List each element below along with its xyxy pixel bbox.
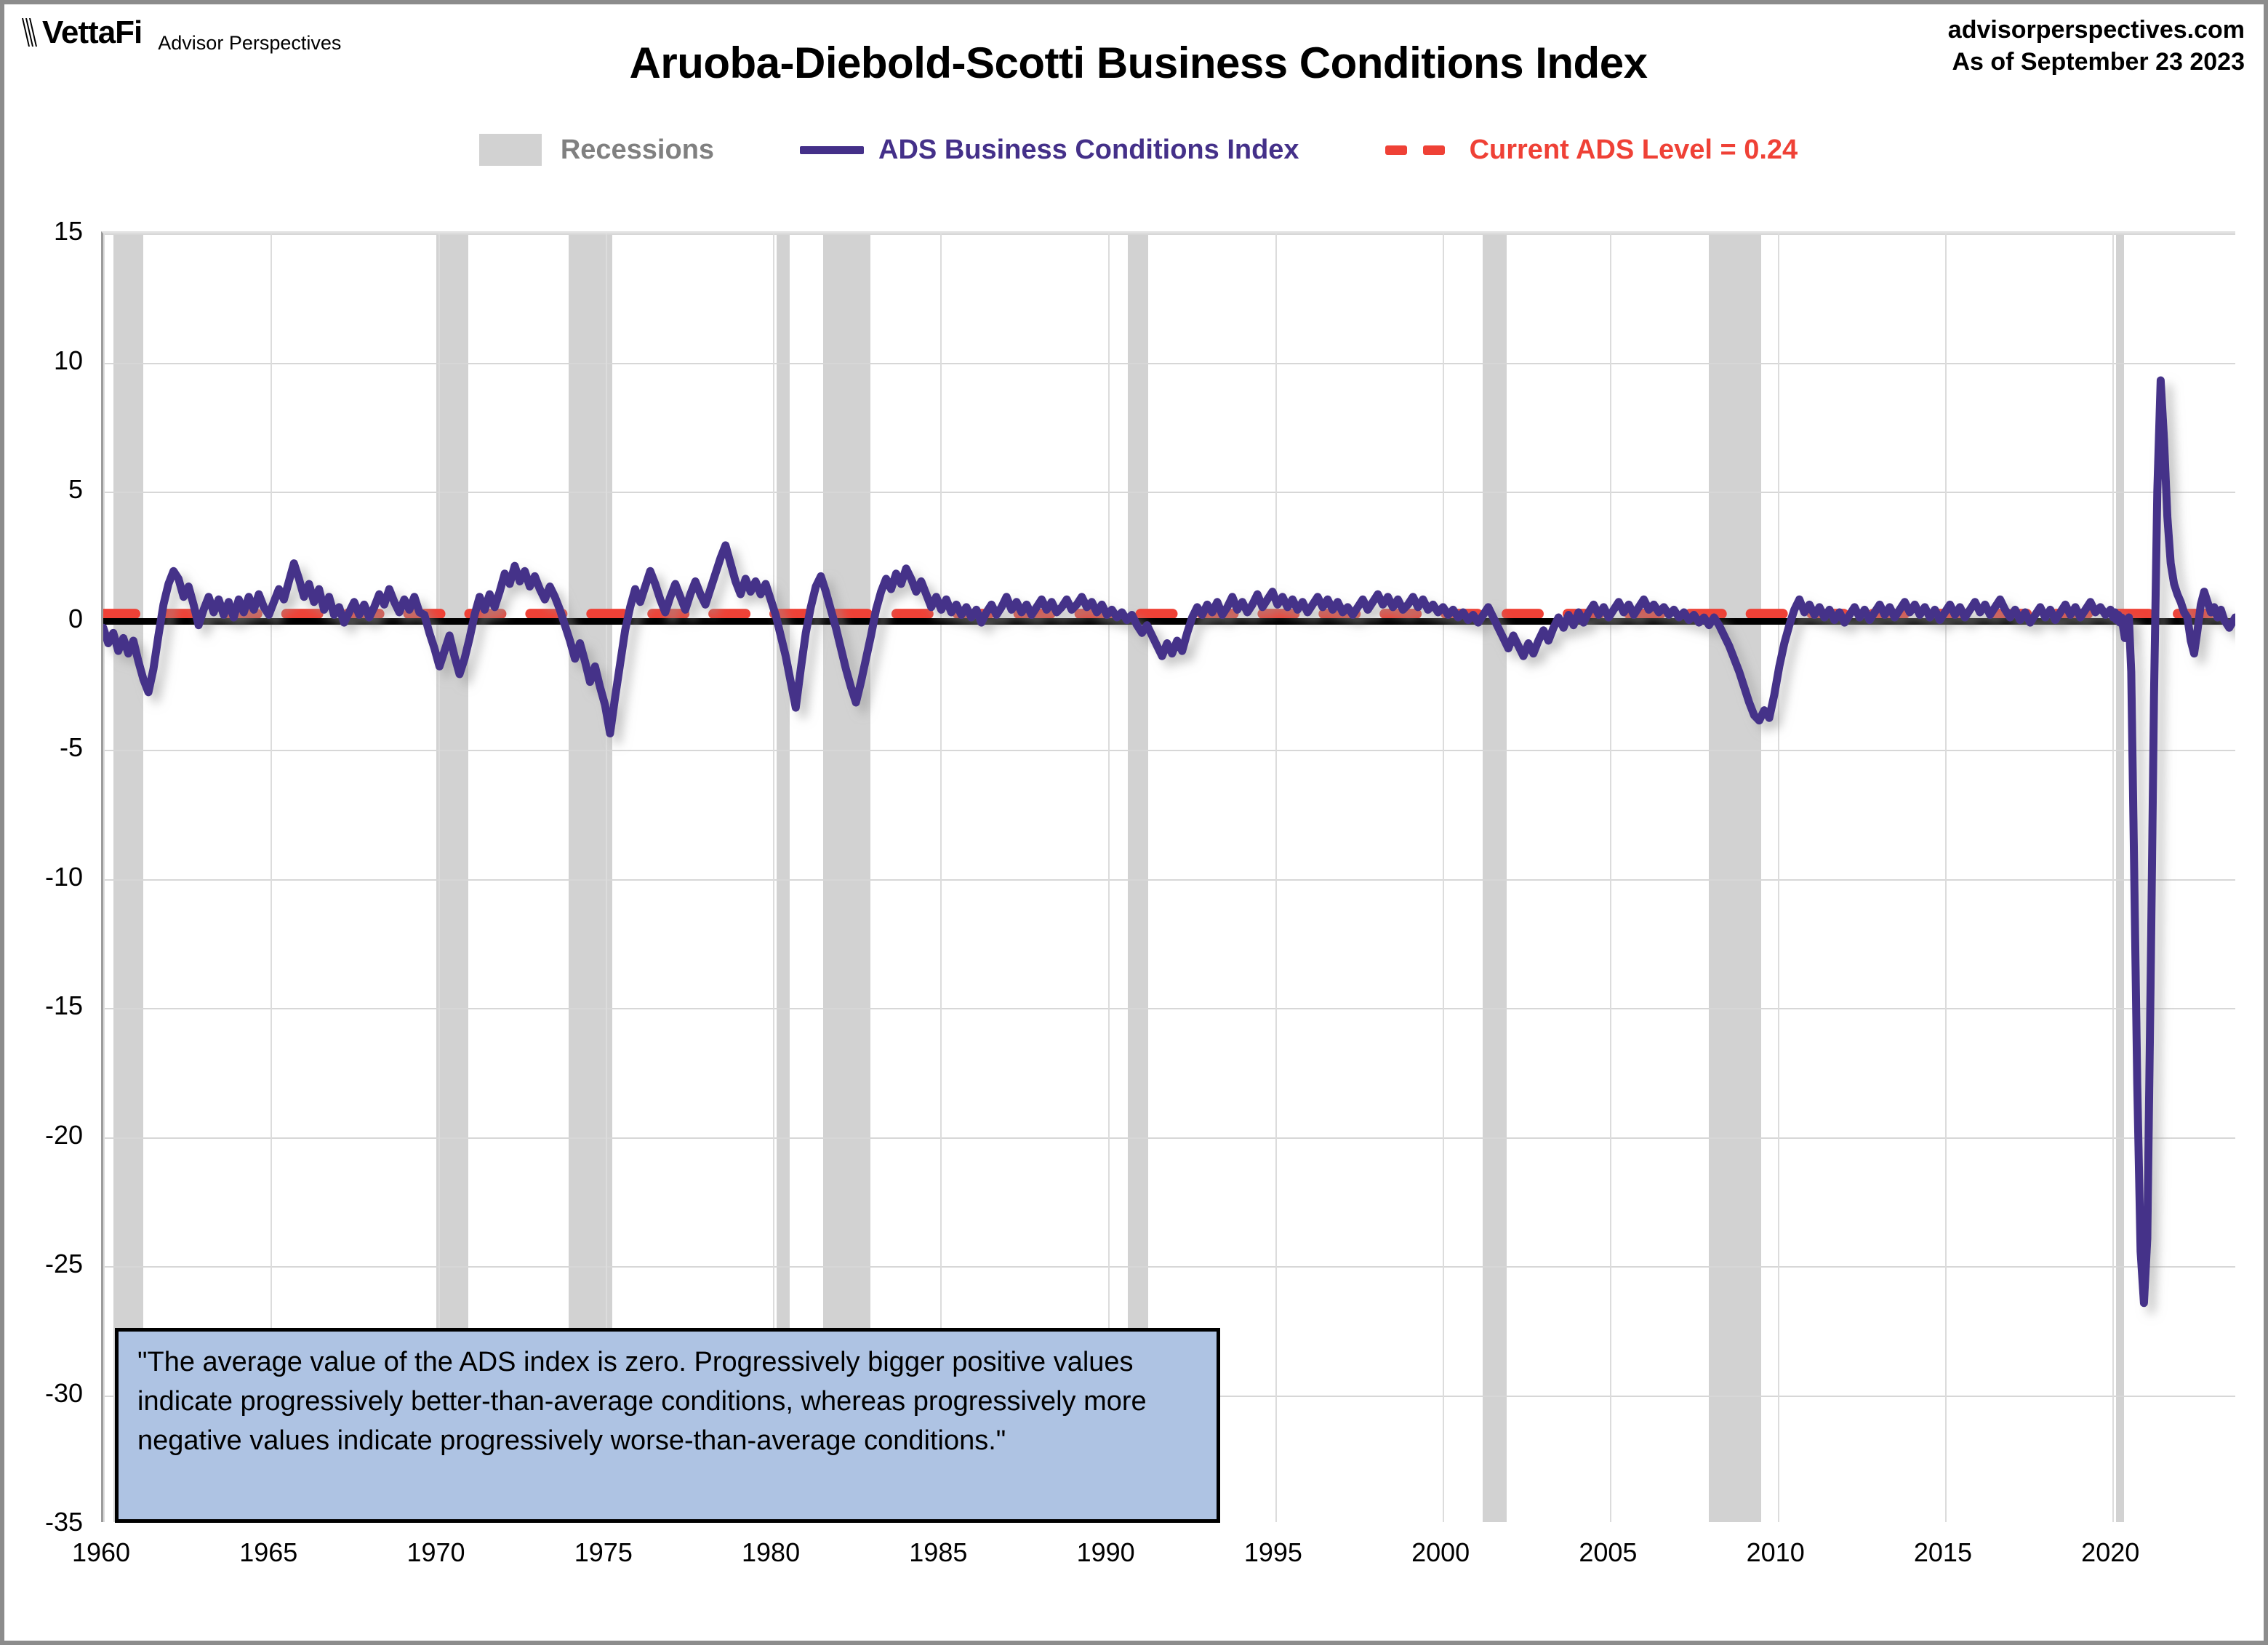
source-site: advisorperspectives.com [1947,16,2245,44]
legend-label-recessions: Recessions [560,134,715,165]
legend-item-current-level: Current ADS Level = 0.24 [1385,135,1798,166]
brand-subtitle: Advisor Perspectives [158,32,342,54]
x-axis-tick-label: 1965 [239,1537,298,1567]
gridline-horizontal [103,233,2235,235]
y-axis-tick-label: -20 [44,1119,83,1150]
x-axis-tick-label: 1995 [1243,1537,1302,1567]
recession-band [2115,233,2125,1522]
x-axis-tick-label: 2015 [1913,1537,1972,1567]
x-axis-tick-label: 2000 [1411,1537,1470,1567]
gridline-vertical [1944,233,1947,1522]
x-axis-tick-label: 1985 [909,1537,968,1567]
gridline-vertical [1777,233,1779,1522]
x-axis-tick-label: 2005 [1579,1537,1638,1567]
gridline-vertical [1275,233,1277,1522]
y-axis-tick-label: 10 [53,345,83,375]
gridline-horizontal [103,1137,2235,1139]
gridline-horizontal [103,1008,2235,1009]
gridline-vertical [1107,233,1110,1522]
gridline-horizontal [103,492,2235,493]
x-axis-tick-label: 2020 [2081,1537,2140,1567]
x-axis-tick-label: 1990 [1076,1537,1135,1567]
vettafi-logo: VettaFi [20,15,143,51]
y-axis-tick-label: -30 [44,1377,83,1408]
gridline-vertical [438,233,440,1522]
zero-baseline [103,617,2235,625]
recession-swatch-icon [478,134,542,166]
recession-band [569,233,612,1522]
gridline-horizontal [103,362,2235,364]
recession-band [1128,233,1148,1522]
y-axis-tick-label: 0 [68,603,83,633]
gridline-vertical [271,233,273,1522]
x-axis-tick-label: 1960 [71,1537,131,1567]
gridline-horizontal [103,750,2235,751]
y-axis-tick-label: -35 [44,1507,83,1537]
logo-mark-icon [22,18,37,47]
recession-band [1483,233,1507,1522]
y-axis-tick-label: 15 [53,216,83,246]
y-axis-tick-label: -25 [44,1249,83,1278]
y-axis-tick-label: -15 [44,990,83,1020]
x-axis-tick-label: 1975 [574,1537,633,1567]
y-axis-tick-label: -10 [44,861,83,892]
recession-band [436,233,468,1522]
gridline-vertical [103,233,105,1522]
x-axis-tick-label: 2010 [1746,1537,1805,1567]
ads-index-path [103,376,2235,1308]
gridline-vertical [1610,233,1612,1522]
source-date: As of September 23 2023 [1952,47,2245,76]
y-axis-labels: 15 10 5 0 -5 -10 -15 -20 -25 -30 -35 [4,216,2268,1537]
recession-band [1709,233,1761,1522]
y-axis-tick-label: 5 [68,474,83,504]
gridline-vertical [605,233,607,1522]
gridline-horizontal [103,878,2235,881]
recession-band [776,233,790,1522]
gridline-vertical [2112,233,2115,1522]
ads-line-swatch-icon [800,145,865,154]
plot-inner [103,233,2235,1522]
legend-label-current-level: Current ADS Level = 0.24 [1469,134,1798,165]
gridline-vertical [940,233,942,1522]
x-axis-labels: 1960 1965 1970 1975 1980 1985 1990 1995 2000 2005… [4,1537,2268,1588]
source-attribution: advisorperspectives.com As of September … [1948,15,2245,78]
gridline-horizontal [103,1266,2235,1268]
logo-text: VettaFi [42,15,143,50]
legend-item-recessions: Recessions [478,134,715,166]
ads-index-series-line [103,376,2235,1308]
plot-area [101,231,2235,1522]
gridline-vertical [773,233,775,1522]
brand-header: VettaFi Advisor Perspectives [20,15,341,55]
annotation-callout: "The average value of the ADS index is z… [115,1328,1220,1523]
chart-legend: Recessions ADS Business Conditions Index… [4,134,2268,166]
page-title: Aruoba-Diebold-Scotti Business Condition… [629,39,1648,87]
y-axis-tick-label: -5 [59,732,83,762]
recession-band [113,233,144,1522]
recession-band [823,233,870,1522]
gridline-vertical [1443,233,1445,1522]
legend-item-ads-index: ADS Business Conditions Index [800,135,1299,166]
legend-label-ads-index: ADS Business Conditions Index [878,134,1299,165]
current-level-dash-swatch-icon [1385,145,1455,155]
x-axis-tick-label: 1970 [406,1537,465,1567]
x-axis-tick-label: 1980 [742,1537,801,1567]
